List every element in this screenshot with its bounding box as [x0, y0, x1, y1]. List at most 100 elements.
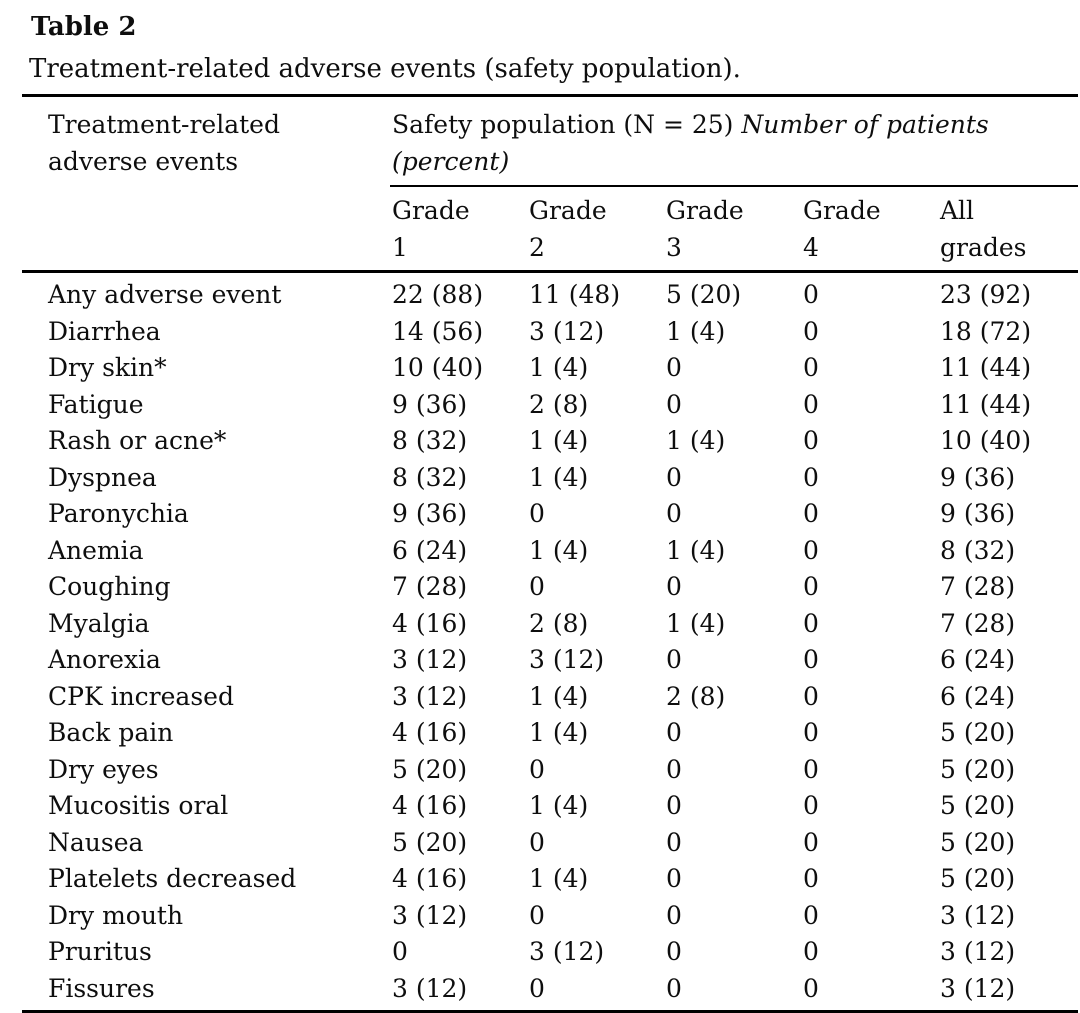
grade4-cell: 0: [803, 499, 819, 528]
grade1-cell: 6 (24): [392, 535, 468, 565]
table-row: Fissures 3 (12) 0 0 0 3 (12): [22, 971, 1078, 1012]
table-row: Myalgia 4 (16) 2 (8) 1 (4) 0 7 (28): [22, 606, 1078, 643]
grade2-cell: 3 (12): [529, 316, 605, 346]
grade3-label-line2: 3: [666, 233, 682, 262]
grade3-cell: 0: [666, 462, 682, 492]
grade4-cell: 0: [803, 316, 819, 346]
grade2-cell: 2 (8): [529, 389, 589, 419]
grade1-cell: 3 (12): [392, 973, 468, 1003]
grade3-cell: 0: [666, 718, 682, 747]
grade1-cell: 5 (20): [392, 827, 468, 857]
grade4-cell: 0: [803, 900, 819, 930]
adverse-event-name: Dyspnea: [48, 462, 157, 492]
grade3-cell: 1 (4): [666, 426, 726, 455]
adverse-event-name: Rash or acne*: [48, 426, 227, 455]
all-grades-cell: 5 (20): [940, 827, 1016, 857]
grade4-cell: 0: [803, 937, 819, 966]
grade4-cell: 0: [803, 462, 819, 492]
grade2-cell: 1 (4): [529, 462, 589, 492]
grade3-cell: 0: [666, 645, 682, 674]
grade2-cell: 0: [529, 973, 545, 1003]
all-grades-cell: 5 (20): [940, 791, 1016, 820]
header-row-grades: Grade 1 Grade 2 Grade 3 Grade 4 All gr: [22, 186, 1079, 273]
grade1-label-line2: 1: [392, 233, 408, 262]
grade1-cell: 9 (36): [392, 389, 468, 419]
all-grades-cell: 18 (72): [940, 316, 1032, 346]
all-grades-cell: 9 (36): [940, 462, 1016, 492]
all-grades-cell: 10 (40): [940, 426, 1032, 455]
all-grades-cell: 11 (44): [940, 353, 1032, 382]
adverse-event-name: CPK increased: [48, 681, 234, 711]
table-row: Dry mouth 3 (12) 0 0 0 3 (12): [22, 898, 1078, 935]
grade1-cell: 8 (32): [392, 426, 468, 455]
table-row: Anemia 6 (24) 1 (4) 1 (4) 0 8 (32): [22, 533, 1078, 570]
grade2-cell: 0: [529, 499, 545, 528]
adverse-event-name: Any adverse event: [48, 280, 282, 309]
grade3-cell: 0: [666, 900, 682, 930]
grade4-cell: 0: [803, 535, 819, 565]
grade2-cell: 3 (12): [529, 645, 605, 674]
table-caption: Treatment-related adverse events (safety…: [29, 54, 741, 84]
grade2-cell: 1 (4): [529, 353, 589, 382]
table-row: Back pain 4 (16) 1 (4) 0 0 5 (20): [22, 715, 1078, 752]
grade4-cell: 0: [803, 681, 819, 711]
adverse-event-name: Myalgia: [48, 608, 150, 638]
table-header: Treatment-related adverse events Safety …: [22, 95, 1079, 273]
table-label: Table 2: [31, 12, 137, 42]
grade4-label-line2: 4: [803, 233, 819, 262]
table-row: Coughing 7 (28) 0 0 0 7 (28): [22, 569, 1078, 606]
column-header-grade1: Grade 1: [390, 186, 527, 273]
column-header-adverse-events: Treatment-related adverse events: [22, 95, 390, 273]
grade4-cell: 0: [803, 389, 819, 419]
grade1-cell: 5 (20): [392, 754, 468, 784]
adverse-event-name: Pruritus: [48, 937, 152, 966]
adverse-events-table: Treatment-related adverse events Safety …: [22, 94, 1079, 1013]
grade2-cell: 11 (48): [529, 280, 621, 309]
table-row: Dry skin* 10 (40) 1 (4) 0 0 11 (44): [22, 350, 1078, 387]
grade3-cell: 0: [666, 499, 682, 528]
table-row: Platelets decreased 4 (16) 1 (4) 0 0 5 (20): [22, 861, 1078, 898]
span-header-regular: Safety population (N = 25): [392, 110, 742, 139]
grade1-cell: 14 (56): [392, 316, 484, 346]
all-grades-label-line1: All: [940, 196, 975, 225]
table-row: Mucositis oral 4 (16) 1 (4) 0 0 5 (20): [22, 788, 1078, 825]
adverse-event-name: Anemia: [48, 535, 144, 565]
all-grades-cell: 5 (20): [940, 718, 1016, 747]
grade3-cell: 2 (8): [666, 681, 726, 711]
table-row: Paronychia 9 (36) 0 0 0 9 (36): [22, 496, 1078, 533]
grade2-cell: 0: [529, 754, 545, 784]
grade1-cell: 10 (40): [392, 353, 484, 382]
column-header-safety-population: Safety population (N = 25) Number of pat…: [390, 95, 1079, 187]
all-grades-cell: 11 (44): [940, 389, 1032, 419]
adverse-event-name: Mucositis oral: [48, 791, 229, 820]
grade2-cell: 1 (4): [529, 864, 589, 893]
header-row-top: Treatment-related adverse events Safety …: [22, 95, 1079, 273]
grade1-cell: 3 (12): [392, 681, 468, 711]
grade4-cell: 0: [803, 608, 819, 638]
all-grades-cell: 6 (24): [940, 681, 1016, 711]
grade2-cell: 0: [529, 827, 545, 857]
all-grades-cell: 3 (12): [940, 937, 1016, 966]
adverse-event-name: Fissures: [48, 973, 155, 1003]
all-grades-cell: 6 (24): [940, 645, 1016, 674]
all-grades-cell: 7 (28): [940, 572, 1016, 601]
all-grades-label-line2: grades: [940, 233, 1027, 262]
grade3-cell: 0: [666, 389, 682, 419]
grade4-cell: 0: [803, 572, 819, 601]
grade3-cell: 0: [666, 754, 682, 784]
grade1-cell: 8 (32): [392, 462, 468, 492]
adverse-event-name: Back pain: [48, 718, 174, 747]
adverse-event-name: Fatigue: [48, 389, 144, 419]
grade4-cell: 0: [803, 280, 819, 309]
adverse-event-name: Paronychia: [48, 499, 189, 528]
all-grades-cell: 23 (92): [940, 280, 1032, 309]
grade1-cell: 4 (16): [392, 718, 468, 747]
grade4-cell: 0: [803, 754, 819, 784]
grade4-cell: 0: [803, 827, 819, 857]
adverse-event-name: Nausea: [48, 827, 144, 857]
row-header-line1: Treatment-related: [48, 110, 280, 139]
grade2-cell: 1 (4): [529, 718, 589, 747]
grade3-cell: 0: [666, 572, 682, 601]
grade2-cell: 1 (4): [529, 535, 589, 565]
grade2-cell: 1 (4): [529, 791, 589, 820]
